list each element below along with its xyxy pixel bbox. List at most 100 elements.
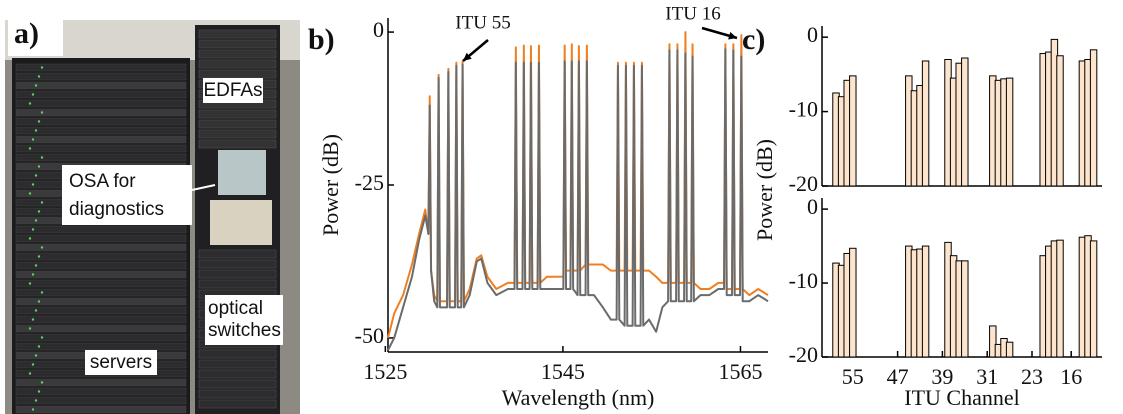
server-unit bbox=[15, 306, 187, 315]
switch-unit bbox=[198, 349, 277, 359]
server-unit bbox=[15, 243, 187, 252]
bar bbox=[1089, 240, 1098, 358]
led bbox=[28, 102, 32, 105]
x-tick-label: 1545 bbox=[541, 359, 585, 384]
spectrum-line bbox=[387, 48, 769, 351]
edfa-unit bbox=[198, 29, 277, 39]
led bbox=[31, 408, 35, 411]
server-unit bbox=[15, 153, 187, 162]
annotation: ITU 16 bbox=[665, 3, 720, 24]
led bbox=[31, 93, 35, 96]
x-tick-label: 47 bbox=[887, 364, 909, 389]
bar bbox=[921, 60, 930, 187]
led bbox=[31, 138, 35, 141]
edfa-unit bbox=[198, 119, 277, 129]
led bbox=[37, 390, 41, 393]
led bbox=[31, 363, 35, 366]
bar bbox=[961, 57, 969, 187]
server-unit bbox=[15, 315, 187, 324]
server-unit bbox=[15, 117, 187, 126]
panel-label: c) bbox=[742, 23, 765, 56]
bar bbox=[1089, 49, 1098, 187]
x-tick-label: 23 bbox=[1021, 364, 1043, 389]
server-unit bbox=[15, 126, 187, 135]
led bbox=[28, 282, 32, 285]
switch-unit bbox=[198, 259, 277, 269]
bar bbox=[989, 325, 997, 358]
led bbox=[31, 183, 35, 186]
server-unit bbox=[15, 261, 187, 270]
edfa-unit bbox=[198, 49, 277, 59]
y-tick-label: -10 bbox=[789, 97, 818, 122]
edfa-unit bbox=[198, 129, 277, 139]
switch-unit bbox=[198, 389, 277, 399]
bar bbox=[1005, 77, 1014, 187]
switch-unit bbox=[198, 249, 277, 259]
server-unit bbox=[15, 378, 187, 387]
server-unit bbox=[15, 99, 187, 108]
y-tick-label: 0 bbox=[373, 17, 384, 42]
led bbox=[37, 300, 41, 303]
switch-unit bbox=[198, 279, 277, 289]
server-unit bbox=[15, 252, 187, 261]
photo-label: servers bbox=[90, 352, 152, 373]
bar bbox=[921, 245, 930, 358]
label-box bbox=[85, 350, 157, 375]
server-unit bbox=[15, 108, 187, 117]
led bbox=[40, 336, 44, 339]
server-unit bbox=[15, 90, 187, 99]
y-tick-label: -20 bbox=[789, 342, 818, 367]
photo-label: optical bbox=[208, 298, 263, 319]
x-tick-label: 55 bbox=[842, 364, 864, 389]
led bbox=[34, 309, 38, 312]
led bbox=[31, 318, 35, 321]
x-tick-label: 1565 bbox=[718, 359, 762, 384]
switch-unit bbox=[198, 369, 277, 379]
photo-label: diagnostics bbox=[69, 199, 164, 220]
x-tick-label: 31 bbox=[976, 364, 998, 389]
server-unit bbox=[15, 270, 187, 279]
label-box bbox=[62, 165, 192, 225]
bar bbox=[849, 247, 857, 358]
bar bbox=[1056, 55, 1064, 187]
y-tick-label: 0 bbox=[807, 22, 818, 47]
led bbox=[37, 345, 41, 348]
osa-body bbox=[210, 200, 272, 245]
server-unit bbox=[15, 288, 187, 297]
led bbox=[40, 201, 44, 204]
server-unit bbox=[15, 342, 187, 351]
photo-label: switches bbox=[208, 320, 281, 341]
bar bbox=[1005, 341, 1014, 358]
led bbox=[37, 165, 41, 168]
photo-label: OSA for bbox=[69, 171, 136, 192]
led bbox=[34, 174, 38, 177]
led bbox=[37, 255, 41, 258]
led bbox=[40, 66, 44, 69]
label-box bbox=[205, 295, 283, 345]
edfa-unit bbox=[198, 39, 277, 49]
y-tick-label: -10 bbox=[789, 268, 818, 293]
server-unit bbox=[15, 63, 187, 72]
panel-label: b) bbox=[308, 23, 335, 56]
led bbox=[40, 381, 44, 384]
bar bbox=[1056, 239, 1064, 358]
arrow-head bbox=[463, 52, 472, 61]
led bbox=[34, 84, 38, 87]
led bbox=[28, 327, 32, 330]
server-unit bbox=[15, 144, 187, 153]
x-tick-label: 16 bbox=[1060, 364, 1082, 389]
server-unit bbox=[15, 279, 187, 288]
led bbox=[40, 291, 44, 294]
switch-unit bbox=[198, 359, 277, 369]
led bbox=[37, 210, 41, 213]
led bbox=[40, 111, 44, 114]
led bbox=[40, 156, 44, 159]
panel-label: a) bbox=[14, 17, 39, 50]
server-unit bbox=[15, 225, 187, 234]
arrow-head bbox=[728, 32, 737, 40]
y-tick-label: 0 bbox=[807, 194, 818, 219]
led bbox=[31, 228, 35, 231]
y-axis-title: Power (dB) bbox=[752, 139, 777, 241]
led bbox=[37, 120, 41, 123]
